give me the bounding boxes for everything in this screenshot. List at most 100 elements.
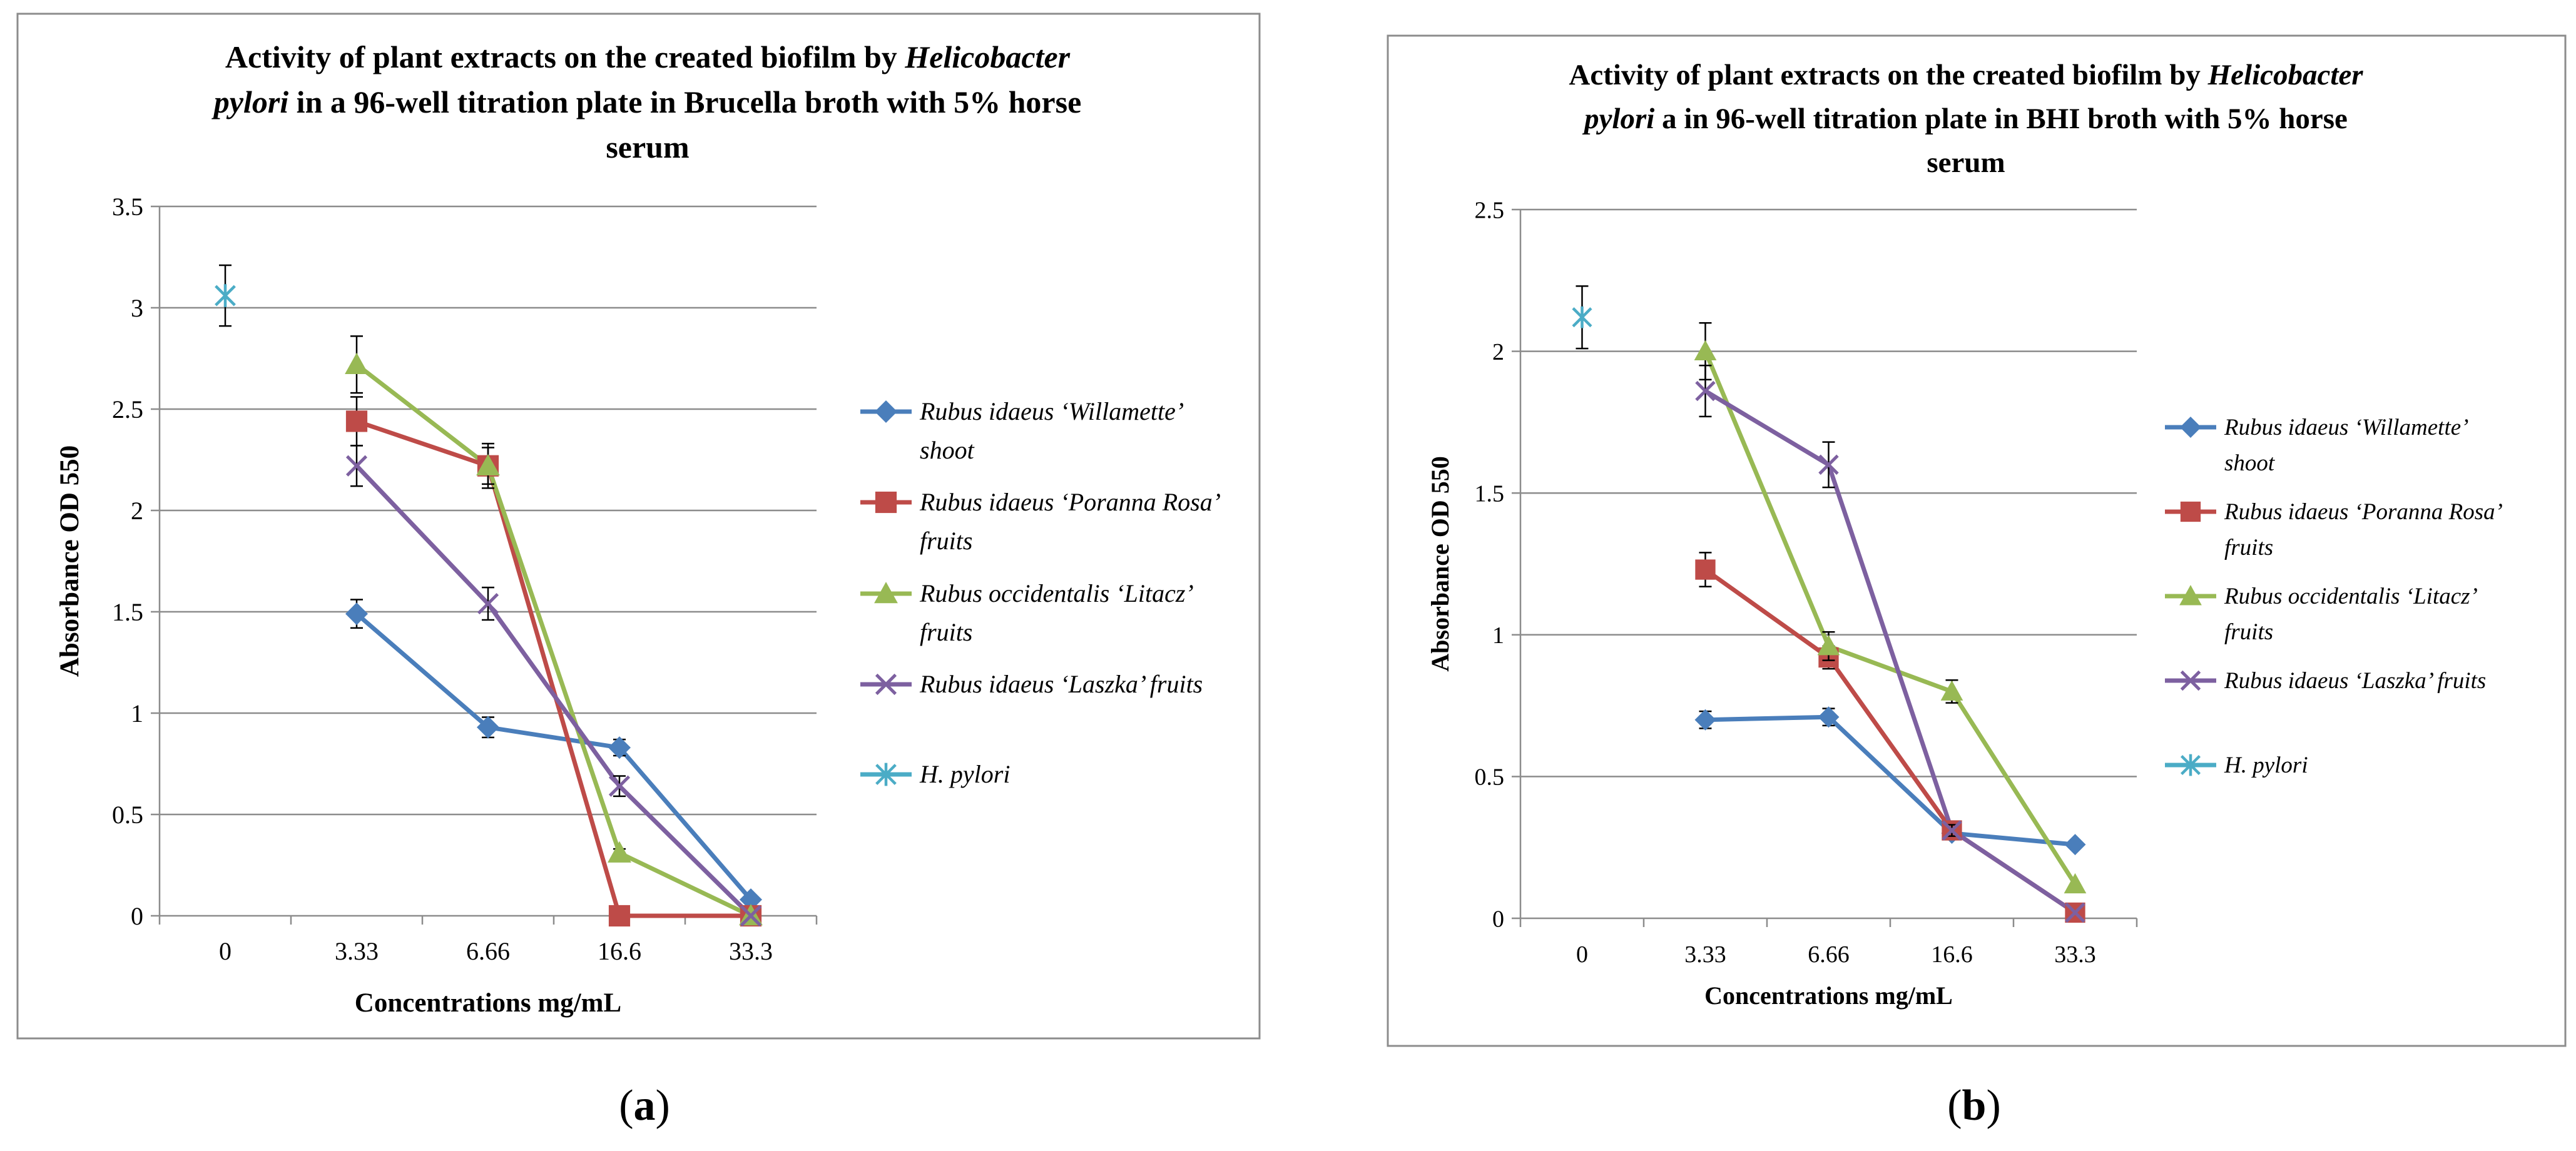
data-point [345,455,368,477]
data-point [1940,680,1963,701]
data-point [608,775,631,797]
legend-label: fruits [2224,535,2273,560]
y-tick-label: 0.5 [1475,764,1505,791]
legend-label: Rubus idaeus ‘Laszka’ fruits [2224,668,2486,694]
legend-entry: Rubus idaeus ‘Laszka’ fruits [860,670,1203,698]
y-tick-label: 1 [1492,622,1504,649]
legend-marker [2179,585,2202,606]
chart-title-line: Activity of plant extracts on the create… [225,39,1071,74]
legend-label: shoot [920,436,975,464]
legend-label: H. pylori [2224,753,2308,778]
data-point [345,352,369,375]
legend-label: Rubus idaeus ‘Willamette’ [2224,415,2469,440]
chart-title-line: pylori in a 96-well titration plate in B… [211,84,1082,119]
legend-entry: Rubus occidentalis ‘Litacz’ fruits [2165,584,2478,645]
y-tick-label: 2 [131,497,143,525]
x-tick-label: 6.66 [1808,941,1850,968]
chart-title-line: serum [606,129,689,165]
x-tick-label: 6.66 [466,937,510,965]
x-tick-label: 33.3 [729,937,773,965]
data-point [1695,559,1716,580]
chart-panel-b: Activity of plant extracts on the create… [1387,34,2567,1130]
y-tick-label: 3 [131,294,143,322]
legend-entry: H. pylori [2165,753,2308,778]
legend-marker [875,491,897,514]
data-point [1818,454,1839,475]
data-point [345,602,368,626]
legend-label: Rubus occidentalis ‘Litacz’ [919,579,1194,607]
series-line [355,612,753,901]
data-point [215,284,236,307]
legend-entry: Rubus idaeus ‘Poranna Rosa’ fruits [2165,499,2503,560]
data-point [740,905,762,927]
legend-entry: Rubus idaeus ‘Willamette’ shoot [2165,415,2469,476]
legend-marker [2180,754,2201,776]
legend-entry: Rubus idaeus ‘Laszka’ fruits [2165,668,2486,694]
y-tick-label: 3.5 [112,193,143,221]
legend-label: shoot [2224,450,2276,476]
data-point [1694,340,1717,361]
chart-title-line: serum [1927,146,2005,179]
x-tick-label: 0 [1576,941,1588,968]
x-tick-label: 16.6 [1931,941,1973,968]
legend-marker [875,400,897,423]
data-point [608,905,631,927]
legend-label: Rubus idaeus ‘Poranna Rosa’ [919,488,1221,516]
x-tick-label: 3.33 [335,937,379,965]
legend-label: H. pylori [919,760,1010,788]
x-tick-label: 33.3 [2054,941,2096,968]
chart-frame [1387,34,2567,1047]
chart-title-line: pylori a in 96-well titration plate in B… [1582,103,2348,135]
legend-label: Rubus idaeus ‘Laszka’ fruits [919,670,1203,698]
legend-label: Rubus occidentalis ‘Litacz’ [2224,584,2478,609]
data-point [1694,709,1716,731]
data-point [1572,306,1592,328]
y-tick-label: 2 [1492,339,1504,365]
chart-frame [16,13,1261,1040]
series-line [355,464,753,918]
legend-label: fruits [2224,619,2273,645]
data-point [1942,820,1962,841]
series-line [355,362,752,918]
x-tick-label: 3.33 [1684,941,1726,968]
data-point [2064,873,2087,894]
x-axis-title: Concentrations mg/mL [1704,981,1953,1010]
data-point [608,841,631,863]
y-tick-label: 2.5 [1475,197,1505,223]
y-tick-label: 0 [1492,906,1504,932]
data-point [1817,635,1840,656]
data-point [345,410,368,432]
series-line [1705,714,2075,847]
chart-panel-a: Activity of plant extracts on the create… [16,13,1261,1130]
legend-marker [2180,501,2201,522]
data-point [477,716,499,739]
data-point [1695,380,1716,402]
series-line [1704,389,2077,915]
y-axis-title: Absorbance OD 550 [1426,456,1454,671]
series-line [1703,350,2077,886]
x-axis-title: Concentrations mg/mL [355,988,621,1018]
legend-label: fruits [920,527,972,555]
legend-marker [2180,417,2201,438]
panel-label: (a) [619,1082,670,1130]
legend-marker [875,763,897,786]
panel-label: (b) [1947,1082,2001,1130]
legend-label: Rubus idaeus ‘Poranna Rosa’ [2224,499,2503,525]
legend-label: Rubus idaeus ‘Willamette’ [919,397,1184,425]
x-tick-label: 0 [219,937,232,965]
chart-title-line: Activity of plant extracts on the create… [1569,59,2363,91]
x-tick-label: 16.6 [598,937,641,965]
y-tick-label: 0 [131,902,143,930]
legend-label: fruits [920,618,972,646]
series-line [355,419,751,918]
legend-entry: Rubus occidentalis ‘Litacz’ fruits [860,579,1194,646]
legend-entry: Rubus idaeus ‘Willamette’ shoot [860,397,1184,464]
legend-marker [875,673,897,696]
data-point [477,592,499,615]
legend-marker [874,582,898,604]
data-point [2064,834,2086,856]
y-tick-label: 0.5 [112,801,143,829]
legend-entry: H. pylori [860,760,1010,788]
y-tick-label: 1 [131,699,143,728]
